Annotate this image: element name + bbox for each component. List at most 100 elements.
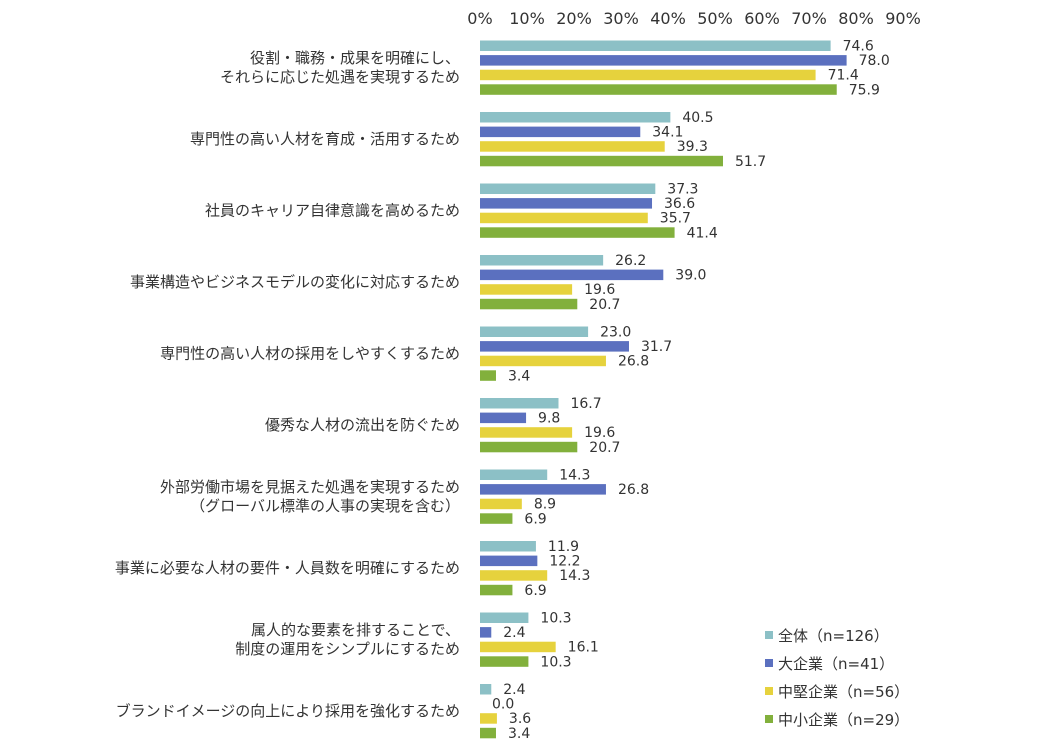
category-label: 専門性の高い人材を育成・活用するため	[190, 130, 460, 148]
bar-value-label: 74.6	[843, 39, 874, 55]
bar	[480, 684, 492, 695]
bar-value-label: 75.9	[849, 82, 880, 98]
category-label: 事業に必要な人材の要件・人員数を明確にするため	[115, 559, 460, 577]
category-label: 役割・職務・成果を明確にし、	[250, 49, 460, 67]
bar-value-label: 51.7	[735, 154, 766, 170]
bar	[480, 484, 606, 495]
legend-swatch	[765, 687, 773, 695]
bar-value-label: 20.7	[589, 440, 620, 456]
legend-label: 大企業（n=41）	[778, 655, 894, 673]
category-label: 制度の運用をシンプルにするため	[235, 640, 460, 658]
bar-value-label: 35.7	[660, 211, 691, 227]
bar	[480, 198, 653, 209]
bar-value-label: 31.7	[641, 339, 672, 355]
bar	[480, 212, 648, 224]
bar	[480, 269, 664, 281]
bar	[480, 541, 536, 552]
bar-value-label: 3.6	[509, 711, 531, 727]
legend-swatch	[765, 715, 773, 723]
bar	[480, 627, 492, 638]
bar-value-label: 3.4	[508, 368, 530, 384]
bar	[480, 141, 665, 152]
bar	[480, 641, 556, 653]
bar-value-label: 26.2	[615, 253, 646, 269]
bars: 74.678.071.475.9 40.534.139.3 51.7 37.336.6…	[480, 39, 890, 742]
bar-value-label: 12.2	[549, 554, 580, 570]
bar	[480, 84, 837, 95]
category-label: 外部労働市場を見据えた処遇を実現するため	[160, 478, 460, 496]
bar	[480, 326, 589, 337]
bar-value-label: 26.8	[618, 482, 649, 498]
bar	[480, 498, 522, 510]
bar-value-label: 41.4	[687, 225, 718, 241]
bar	[480, 656, 529, 667]
bar	[480, 69, 816, 81]
bar	[480, 55, 847, 66]
bar	[480, 155, 723, 167]
x-tick-label: 70%	[791, 9, 827, 28]
legend: 全体（n=126） 大企業（n=41） 中堅企業（n=56） 中小企業（n=29）	[765, 627, 909, 729]
category-label: 属人的な要素を排することで、	[251, 621, 460, 639]
bar	[480, 126, 641, 138]
bar	[480, 341, 629, 352]
category-label: 事業構造やビジネスモデルの変化に対応するため	[130, 273, 460, 291]
bar-value-label: 6.9	[524, 511, 546, 527]
category-label: ブランドイメージの向上により採用を強化するため	[116, 702, 460, 720]
bar-value-label: 14.3	[559, 468, 590, 484]
bar-value-label: 71.4	[828, 68, 859, 84]
bar-value-label: 23.0	[600, 325, 631, 341]
x-tick-label: 20%	[556, 9, 592, 28]
x-tick-label: 50%	[697, 9, 733, 28]
bar-value-label: 20.7	[589, 297, 620, 313]
bar-value-label: 19.6	[584, 282, 615, 298]
bar	[480, 555, 538, 567]
bar	[480, 227, 675, 238]
bar	[480, 727, 496, 739]
category-label: 優秀な人材の流出を防ぐため	[265, 416, 460, 434]
bar	[480, 412, 527, 424]
bar-value-label: 39.0	[675, 268, 706, 284]
bar-value-label: 3.4	[508, 726, 530, 742]
category-label: それらに応じた処遇を実現するため	[220, 68, 460, 86]
bar-value-label: 2.4	[503, 682, 525, 698]
legend-swatch	[765, 659, 773, 667]
x-axis: 0% 10% 20% 30% 40% 50% 60% 70% 80% 90%	[467, 9, 920, 28]
category-label: （グローバル標準の人事の実現を含む）	[190, 497, 460, 515]
bar	[480, 513, 513, 524]
bar	[480, 112, 671, 123]
bar-value-label: 40.5	[682, 110, 713, 126]
bar	[480, 584, 513, 596]
bar-value-label: 39.3	[677, 139, 708, 155]
bar-value-label: 26.8	[618, 354, 649, 370]
bar-value-label: 10.3	[540, 654, 571, 670]
bar	[480, 427, 573, 438]
bar	[480, 441, 578, 453]
bar	[480, 183, 656, 194]
x-tick-label: 80%	[838, 9, 874, 28]
bar-value-label: 8.9	[534, 497, 556, 513]
category-label: 専門性の高い人材の採用をしやすくするため	[160, 345, 460, 363]
legend-label: 中小企業（n=29）	[778, 711, 909, 729]
x-tick-label: 90%	[885, 9, 921, 28]
x-tick-label: 30%	[603, 9, 639, 28]
bar	[480, 370, 496, 381]
x-tick-label: 60%	[744, 9, 780, 28]
bar-value-label: 6.9	[524, 583, 546, 599]
legend-swatch	[765, 631, 773, 639]
bar-value-label: 34.1	[652, 125, 683, 141]
category-labels: 役割・職務・成果を明確にし、それらに応じた処遇を実現するため専門性の高い人材を育…	[115, 49, 460, 720]
bar-value-label: 19.6	[584, 425, 615, 441]
bar	[480, 713, 497, 724]
bar	[480, 284, 573, 295]
bar-value-label: 37.3	[667, 182, 698, 198]
x-tick-label: 40%	[650, 9, 686, 28]
bar-value-label: 16.7	[570, 396, 601, 412]
bar-value-label: 0.0	[492, 697, 514, 713]
bar	[480, 40, 831, 51]
bar	[480, 298, 578, 310]
bar	[480, 355, 606, 367]
bar	[480, 570, 548, 581]
legend-label: 中堅企業（n=56）	[778, 683, 909, 701]
bar-value-label: 9.8	[538, 411, 560, 427]
